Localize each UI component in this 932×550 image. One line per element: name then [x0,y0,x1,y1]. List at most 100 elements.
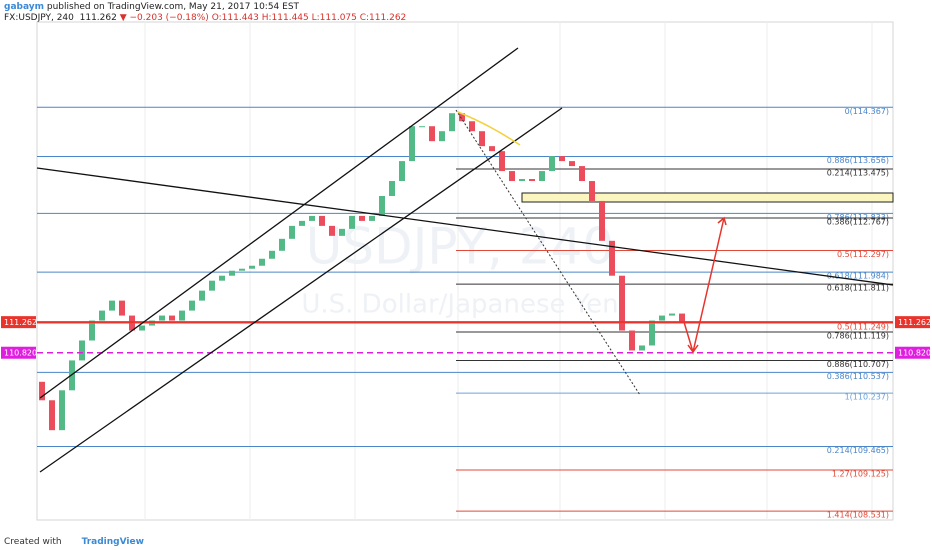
grid [144,22,873,520]
fib-label: 1(110.237) [845,393,889,402]
candle [39,381,45,401]
fib-label: 0.214(113.475) [827,168,889,177]
watermark-description: U.S. Dollar/Japanese Yen [301,290,618,320]
candle [409,126,415,162]
candle [59,390,65,431]
candle [479,131,485,147]
candle [469,121,475,132]
candle [639,345,645,351]
price-tag-label: 111.262 [4,318,37,327]
candle [259,258,265,266]
candle [289,225,295,239]
candle [139,325,145,331]
fib-label: 0.786(111.119) [827,332,889,341]
candle [349,215,355,229]
dotted-trend [455,109,641,396]
fib-label: 0.5(112.297) [837,250,889,259]
price-tag [895,346,930,359]
fib-label: 0.786(112.833) [827,213,889,222]
candle [629,330,635,351]
candle [279,238,285,251]
candle [499,151,505,172]
plot-frame [36,21,894,521]
author[interactable]: gabaym [4,2,44,12]
published: published on TradingView.com, May 21, 20… [46,2,300,12]
candle [109,300,115,311]
candle [449,113,455,132]
fib-label: 1.27(109.125) [832,470,889,479]
candle [389,181,395,196]
candle [539,171,545,182]
candle [559,156,565,162]
candle [649,320,655,346]
candle [179,310,185,321]
candle [189,300,195,311]
marks: 0(114.367)0.886(113.656)0.786(112.833)0.… [37,106,893,520]
fib-label: 0.5(111.249) [837,323,889,332]
candle [99,310,105,321]
footer: Created with TradingView [4,537,144,547]
candle [199,290,205,301]
candle [569,161,575,167]
candle [159,315,165,321]
fib-label: 0.386(110.537) [827,372,889,381]
candle [339,228,345,236]
candle [519,179,525,182]
fib-label: 0(114.367) [845,107,889,116]
candle [249,265,255,269]
candle [219,275,225,281]
candle [419,126,425,128]
candle [79,340,85,361]
candle [299,220,305,226]
candle [329,225,335,236]
candle [49,400,55,431]
candle [489,146,495,152]
header: gabaym published on TradingView.com, May… [4,2,406,24]
candle [309,215,315,221]
candle [369,215,375,221]
price-tag-label: 110.820 [898,349,931,358]
fib-label: 0.618(111.811) [827,284,889,293]
projection-arrow [683,216,727,355]
candle [579,166,585,182]
candle [229,270,235,276]
symbol: FX:USDJPY, 240 [4,13,74,23]
candle [509,171,515,182]
candle [209,280,215,291]
candle [549,156,555,172]
candle [589,181,595,201]
price-tag [895,316,930,329]
candle [429,126,435,142]
candle [379,195,385,216]
header-line-2: FX:USDJPY, 240 111.262 ▼ −0.203 (−0.18%)… [4,13,406,24]
change: ▼ −0.203 (−0.18%) [119,13,209,23]
candle [359,215,365,221]
fib-label: 1.414(108.531) [827,511,889,520]
header-line-1: gabaym published on TradingView.com, May… [4,2,406,13]
price-tag [1,346,36,359]
candle [119,300,125,316]
candle [399,161,405,182]
fib-label: 0.214(109.465) [827,446,889,455]
watermark-symbol: USDJPY, 240 [306,218,614,276]
fib-label: 0.886(113.656) [827,156,889,165]
candle [89,320,95,341]
brand[interactable]: TradingView [81,537,144,547]
last-price: 111.262 [79,13,117,23]
fib-label: 0.386(112.767) [827,217,889,226]
candle [169,315,175,321]
price-tag [1,316,36,329]
price-tag-label: 111.262 [898,318,931,327]
ohlc: O:111.443 H:111.445 L:111.075 C:111.262 [211,13,407,23]
candle [529,179,535,182]
trendlines [36,47,894,473]
candle [239,268,245,271]
candle [659,315,665,321]
candle [679,313,685,323]
fib-label: 0.618(111.984) [827,272,889,281]
created-with: Created with [4,537,62,547]
candle [319,215,325,226]
fib-label: 0.886(110.707) [827,360,889,369]
